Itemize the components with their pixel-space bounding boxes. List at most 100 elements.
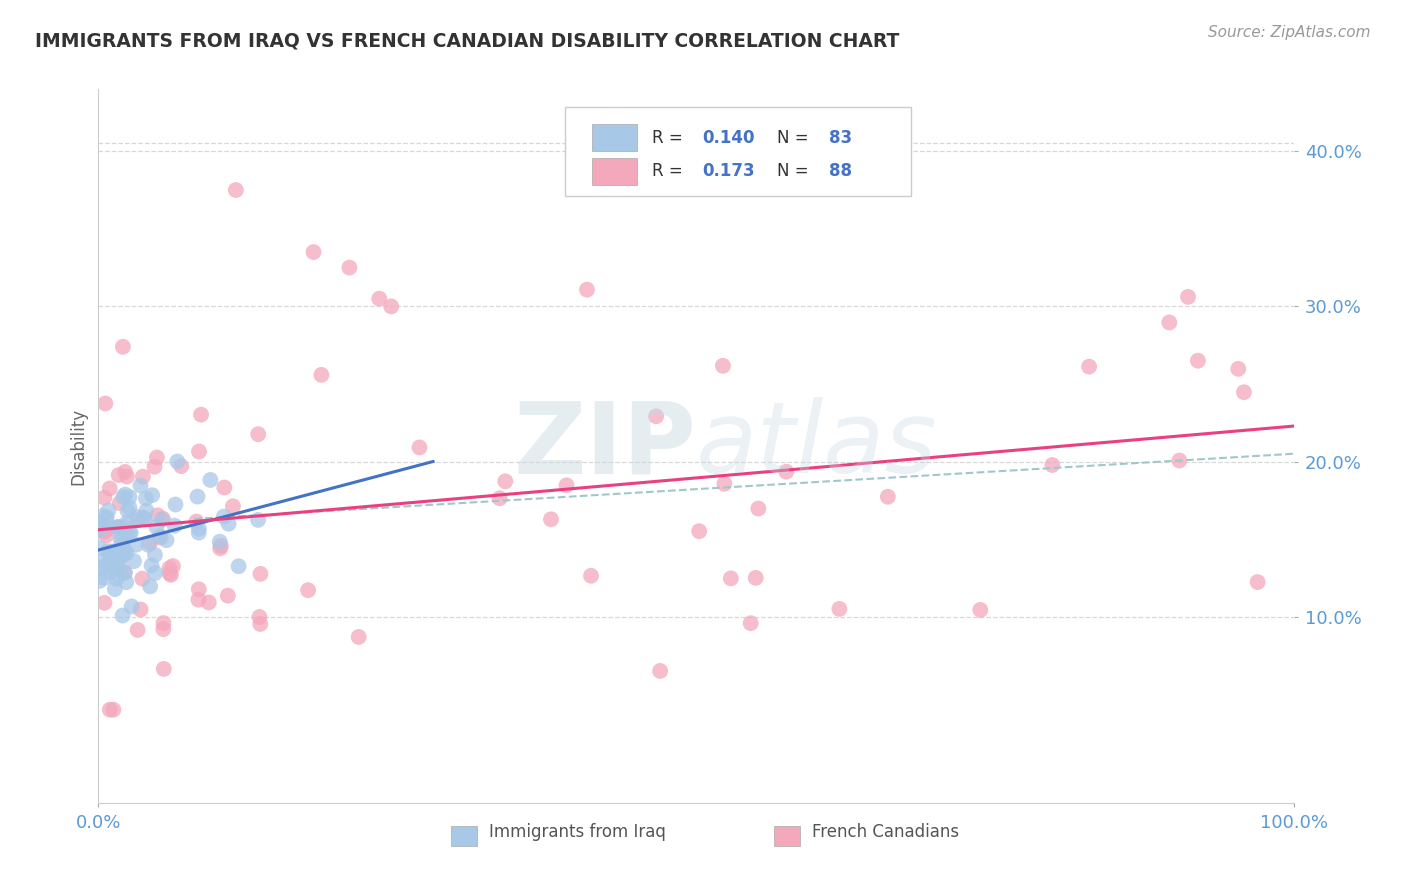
Point: [579, 568, 602, 582]
Text: 88: 88: [828, 162, 852, 180]
Point: [132, 510, 155, 524]
Point: [152, 512, 174, 526]
Point: [98, 482, 121, 496]
Point: [114, 487, 136, 501]
Point: [1159, 316, 1181, 330]
Point: [98, 566, 121, 580]
Point: [247, 513, 270, 527]
Point: [339, 260, 361, 275]
Point: [107, 520, 129, 534]
Point: [117, 516, 139, 530]
Point: [98, 703, 121, 717]
Point: [111, 608, 134, 623]
Point: [152, 622, 174, 636]
Point: [540, 512, 562, 526]
Text: ZIP: ZIP: [513, 398, 696, 494]
Point: [1078, 359, 1101, 374]
Text: R =: R =: [652, 128, 688, 146]
Point: [104, 582, 127, 596]
Point: [114, 566, 136, 580]
Point: [90, 516, 112, 530]
Point: [93, 519, 115, 533]
Point: [212, 509, 235, 524]
Point: [93, 524, 115, 539]
Point: [186, 515, 208, 529]
Point: [90, 561, 112, 575]
Point: [136, 538, 159, 552]
Point: [225, 183, 247, 197]
Point: [112, 490, 135, 504]
Point: [302, 245, 325, 260]
Point: [97, 544, 120, 558]
Point: [94, 523, 117, 537]
Point: [146, 508, 169, 523]
Point: [89, 541, 111, 555]
Text: Immigrants from Iraq: Immigrants from Iraq: [489, 823, 666, 841]
Point: [103, 544, 125, 558]
Point: [143, 459, 166, 474]
Point: [131, 572, 153, 586]
Point: [200, 473, 222, 487]
Point: [141, 488, 163, 502]
Point: [118, 526, 141, 541]
Text: N =: N =: [778, 128, 814, 146]
Point: [139, 536, 162, 550]
Point: [120, 525, 142, 540]
Point: [188, 522, 211, 536]
Point: [1233, 385, 1256, 400]
Point: [149, 529, 172, 543]
Point: [94, 396, 117, 410]
Point: [112, 548, 135, 562]
Point: [129, 478, 152, 492]
Point: [135, 491, 157, 506]
Point: [155, 533, 177, 548]
Point: [208, 534, 231, 549]
Point: [166, 454, 188, 468]
Point: [114, 525, 136, 540]
Point: [127, 513, 149, 527]
Point: [115, 546, 138, 560]
Point: [117, 504, 139, 518]
Point: [93, 553, 115, 567]
Point: [876, 490, 898, 504]
Point: [143, 548, 166, 562]
Point: [969, 603, 991, 617]
Point: [90, 518, 112, 533]
Point: [1040, 458, 1063, 472]
Point: [89, 574, 111, 588]
Point: [160, 567, 183, 582]
Point: [775, 465, 797, 479]
Point: [100, 544, 122, 558]
Point: [688, 524, 710, 538]
Point: [115, 469, 138, 483]
Bar: [451, 826, 477, 846]
Point: [105, 551, 128, 566]
Point: [90, 522, 112, 536]
Text: 83: 83: [828, 128, 852, 146]
Bar: [773, 826, 800, 846]
Point: [93, 559, 115, 574]
Point: [249, 566, 271, 581]
Point: [188, 444, 211, 458]
Point: [98, 551, 121, 566]
Point: [105, 572, 128, 586]
Point: [747, 501, 769, 516]
Point: [187, 582, 209, 597]
Point: [112, 545, 135, 559]
Text: 0.173: 0.173: [702, 162, 755, 180]
Point: [187, 525, 209, 540]
Point: [745, 571, 768, 585]
Bar: [592, 158, 637, 185]
Point: [1177, 290, 1199, 304]
Point: [107, 554, 129, 568]
Text: N =: N =: [778, 162, 814, 180]
Point: [135, 504, 157, 518]
Point: [103, 549, 125, 563]
Point: [132, 469, 155, 483]
Point: [368, 292, 391, 306]
Text: IMMIGRANTS FROM IRAQ VS FRENCH CANADIAN DISABILITY CORRELATION CHART: IMMIGRANTS FROM IRAQ VS FRENCH CANADIAN …: [35, 31, 900, 50]
Bar: [592, 124, 637, 152]
Point: [103, 561, 125, 575]
Text: Source: ZipAtlas.com: Source: ZipAtlas.com: [1208, 25, 1371, 40]
Point: [648, 664, 672, 678]
